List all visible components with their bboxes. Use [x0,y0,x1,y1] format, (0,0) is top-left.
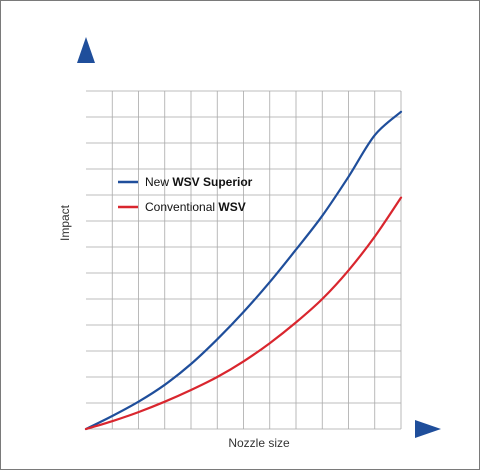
y-axis-label: Impact [58,204,72,241]
x-axis-label: Nozzle size [228,436,290,450]
grid [86,90,402,430]
x-axis-arrowhead [415,420,441,438]
axes [77,37,441,438]
legend: New WSV Superior Conventional WSV [118,175,253,214]
legend-label-conventional-wsv: Conventional WSV [145,200,246,214]
legend-label-new-wsv-superior: New WSV Superior [145,175,253,189]
series-line-conventional-wsv [84,196,403,431]
series-line-new-wsv-superior [84,110,403,431]
y-axis-arrowhead [77,37,95,63]
series-layer [84,110,403,431]
